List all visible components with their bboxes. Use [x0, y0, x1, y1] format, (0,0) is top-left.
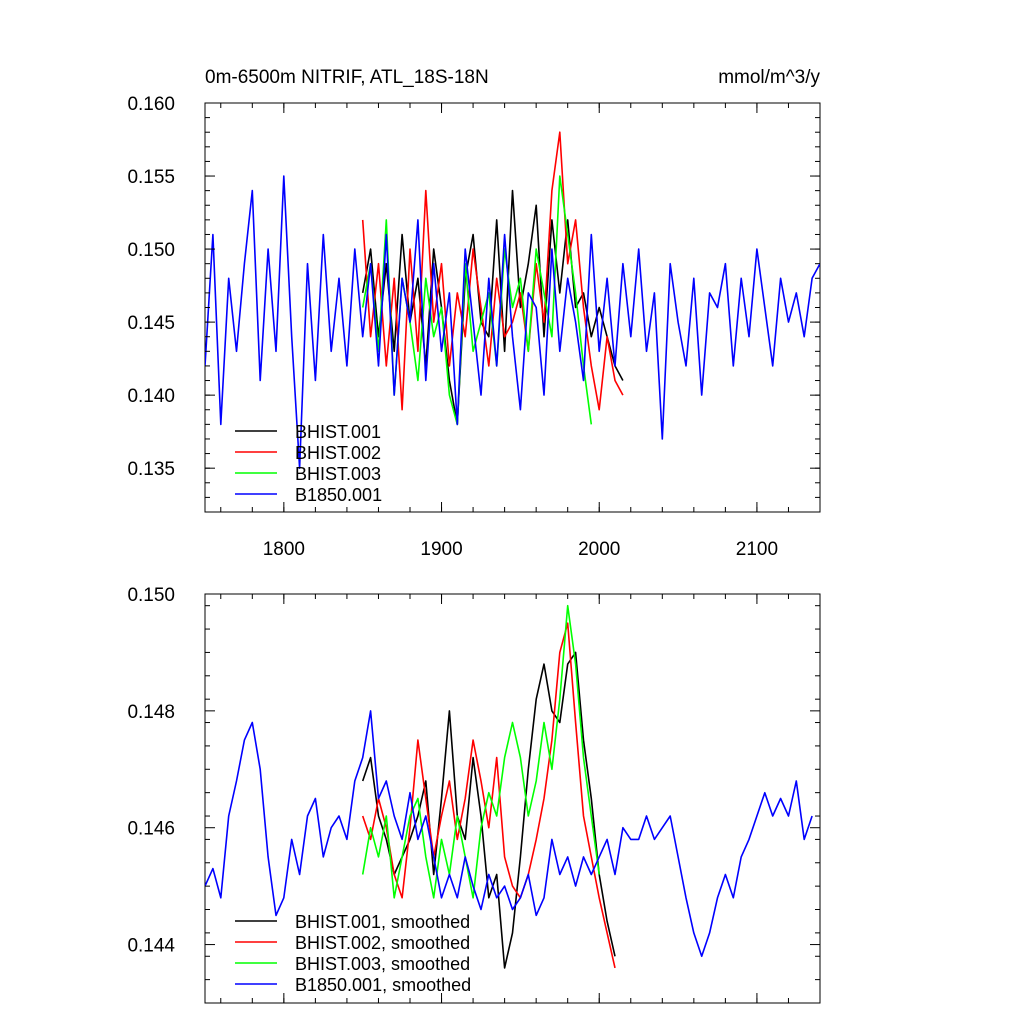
y-tick-label: 0.150 [127, 585, 175, 606]
legend-label: BHIST.001, smoothed [295, 912, 470, 932]
y-tick-label: 0.148 [127, 702, 175, 723]
x-tick-label: 1800 [263, 539, 305, 560]
x-tick-label: 1900 [420, 539, 462, 560]
series-line-3 [205, 175, 820, 470]
series-line-1 [361, 622, 616, 969]
series-line-0 [361, 189, 624, 426]
y-tick-label: 0.146 [127, 819, 175, 840]
y-tick-label: 0.135 [127, 459, 175, 480]
x-tick-label: 2000 [578, 539, 620, 560]
series-line-0 [361, 651, 616, 969]
y-tick-label: 0.155 [127, 167, 175, 188]
legend-label: BHIST.002 [295, 443, 381, 463]
plot-frame [204, 593, 821, 1004]
legend-label: BHIST.001 [295, 422, 381, 442]
series-line-2 [361, 604, 600, 899]
chart-title: 0m-6500m NITRIF, ATL_18S-18N [205, 67, 489, 88]
series-line-3 [205, 710, 813, 958]
y-tick-label: 0.140 [127, 386, 175, 407]
y-tick-label: 0.150 [127, 240, 175, 261]
y-tick-label: 0.144 [127, 936, 175, 957]
legend-label: BHIST.003 [295, 464, 381, 484]
top-panel: 0.135 0.140 0.145 0.150 0.155 0.160 1800 1900 20… [127, 67, 821, 560]
legend-label: B1850.001, smoothed [295, 975, 471, 995]
legend-label: BHIST.003, smoothed [295, 954, 470, 974]
y-tick-label: 0.145 [127, 313, 175, 334]
legend-label: B1850.001 [295, 485, 382, 505]
y-tick-label: 0.160 [127, 94, 175, 115]
series-group [205, 604, 813, 969]
x-tick-label: 2100 [736, 539, 778, 560]
units-label: mmol/m^3/y [718, 67, 820, 88]
series-group [205, 131, 820, 470]
legend-label: BHIST.002, smoothed [295, 933, 470, 953]
